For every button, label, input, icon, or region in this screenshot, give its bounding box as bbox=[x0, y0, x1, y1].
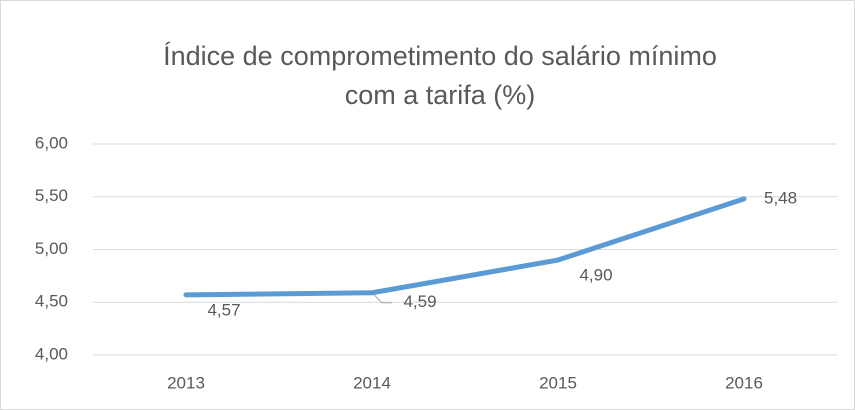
chart-title: com a tarifa (%) bbox=[345, 80, 536, 110]
x-tick-label: 2014 bbox=[353, 373, 391, 392]
x-tick-label: 2016 bbox=[725, 373, 763, 392]
data-label: 4,57 bbox=[207, 300, 240, 319]
data-label: 5,48 bbox=[764, 188, 797, 207]
y-tick-label: 5,50 bbox=[35, 186, 68, 205]
y-tick-label: 5,00 bbox=[35, 239, 68, 258]
line bbox=[183, 196, 747, 298]
x-tick-label: 2015 bbox=[539, 373, 577, 392]
leader-line bbox=[373, 294, 392, 304]
y-tick-label: 4,50 bbox=[35, 292, 68, 311]
y-tick-label: 4,00 bbox=[35, 344, 68, 363]
data-label: 4,59 bbox=[403, 292, 436, 311]
x-tick-label: 2013 bbox=[167, 373, 205, 392]
chart-title: Índice de comprometimento do salário mín… bbox=[163, 41, 717, 71]
data-label: 4,90 bbox=[579, 266, 612, 285]
y-tick-label: 6,00 bbox=[35, 133, 68, 152]
